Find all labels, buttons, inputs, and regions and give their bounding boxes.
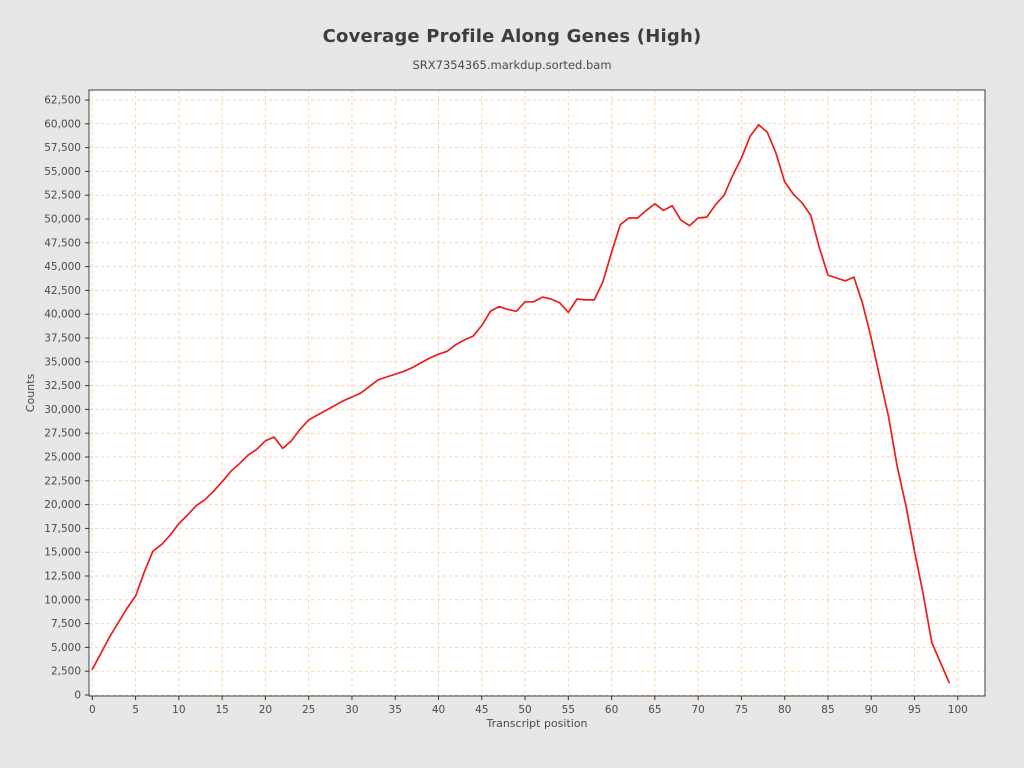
x-tick-label: 55 bbox=[562, 704, 575, 716]
y-tick-label: 15,000 bbox=[44, 547, 81, 559]
y-tick-label: 50,000 bbox=[44, 214, 81, 226]
x-tick-label: 15 bbox=[215, 704, 228, 716]
x-tick-label: 80 bbox=[778, 704, 791, 716]
x-tick-label: 65 bbox=[648, 704, 661, 716]
x-tick-label: 40 bbox=[432, 704, 445, 716]
x-tick-label: 100 bbox=[948, 704, 968, 716]
y-tick-label: 37,500 bbox=[44, 333, 81, 345]
x-tick-label: 30 bbox=[345, 704, 358, 716]
y-tick-label: 60,000 bbox=[44, 118, 81, 130]
chart-subtitle: SRX7354365.markdup.sorted.bam bbox=[412, 58, 612, 72]
y-tick-label: 2,500 bbox=[51, 666, 81, 678]
x-tick-label: 85 bbox=[821, 704, 834, 716]
y-tick-label: 42,500 bbox=[44, 285, 81, 297]
y-tick-label: 55,000 bbox=[44, 166, 81, 178]
x-axis-title: Transcript position bbox=[485, 717, 587, 730]
x-tick-label: 35 bbox=[389, 704, 402, 716]
y-tick-label: 25,000 bbox=[44, 452, 81, 464]
y-tick-label: 47,500 bbox=[44, 237, 81, 249]
chart-title: Coverage Profile Along Genes (High) bbox=[322, 26, 702, 47]
plot-panel bbox=[89, 90, 985, 696]
coverage-line bbox=[91, 123, 950, 684]
y-tick-label: 27,500 bbox=[44, 428, 81, 440]
x-tick-label: 25 bbox=[302, 704, 315, 716]
y-tick-label: 62,500 bbox=[44, 95, 81, 107]
x-tick-label: 0 bbox=[89, 704, 96, 716]
y-tick-label: 45,000 bbox=[44, 261, 81, 273]
x-tick-label: 20 bbox=[259, 704, 272, 716]
x-tick-label: 45 bbox=[475, 704, 488, 716]
y-tick-label: 30,000 bbox=[44, 404, 81, 416]
y-tick-label: 20,000 bbox=[44, 499, 81, 511]
y-tick-label: 12,500 bbox=[44, 571, 81, 583]
y-tick-label: 17,500 bbox=[44, 523, 81, 535]
y-tick-label: 22,500 bbox=[44, 475, 81, 487]
y-tick-label: 0 bbox=[74, 690, 81, 702]
y-tick-label: 32,500 bbox=[44, 380, 81, 392]
x-tick-label: 5 bbox=[132, 704, 139, 716]
x-tick-label: 90 bbox=[865, 704, 878, 716]
y-tick-label: 52,500 bbox=[44, 190, 81, 202]
x-tick-label: 75 bbox=[735, 704, 748, 716]
y-tick-label: 57,500 bbox=[44, 142, 81, 154]
x-tick-label: 95 bbox=[908, 704, 921, 716]
x-tick-label: 50 bbox=[518, 704, 531, 716]
y-tick-label: 7,500 bbox=[51, 618, 81, 630]
panel-border bbox=[88, 89, 986, 697]
y-tick-label: 5,000 bbox=[51, 642, 81, 654]
y-tick-label: 35,000 bbox=[44, 356, 81, 368]
x-tick-label: 70 bbox=[691, 704, 704, 716]
x-tick-label: 10 bbox=[172, 704, 185, 716]
y-tick-label: 40,000 bbox=[44, 309, 81, 321]
y-axis-title: Counts bbox=[24, 374, 37, 413]
x-tick-label: 60 bbox=[605, 704, 618, 716]
y-tick-label: 10,000 bbox=[44, 594, 81, 606]
